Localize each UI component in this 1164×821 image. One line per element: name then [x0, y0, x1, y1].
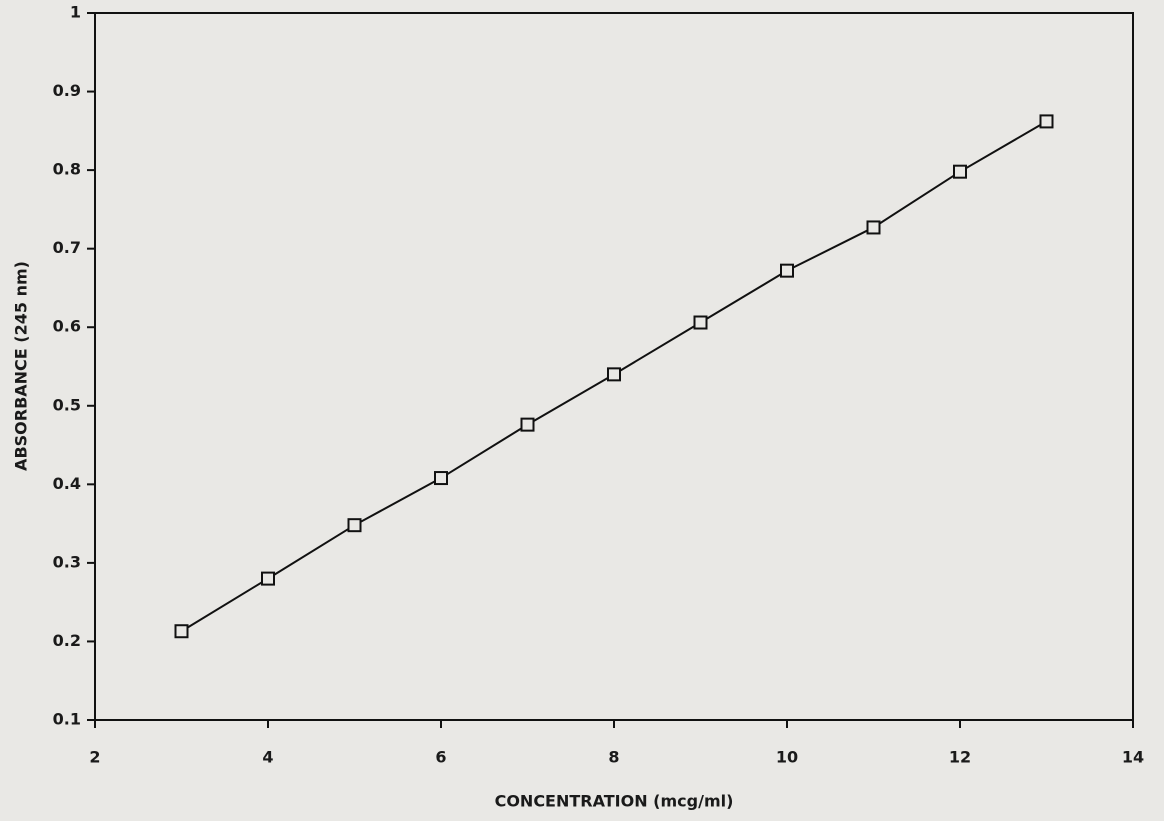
data-marker [693, 315, 708, 330]
data-marker [347, 518, 362, 533]
data-marker [520, 417, 535, 432]
x-tick-label: 10 [776, 748, 798, 767]
y-tick-label: 0.3 [53, 552, 81, 571]
data-marker [261, 571, 275, 586]
data-marker [434, 471, 448, 486]
y-tick-label: 0.8 [53, 160, 81, 179]
x-tick-label: 14 [1122, 748, 1144, 767]
x-tick-label: 6 [435, 748, 446, 767]
x-tick-label: 2 [89, 748, 100, 767]
data-marker [780, 263, 794, 278]
y-tick-label: 0.7 [53, 238, 81, 257]
x-axis-label: CONCENTRATION (mcg/ml) [495, 792, 734, 811]
y-tick-label: 0.5 [53, 395, 81, 414]
y-tick-label: 1 [70, 3, 81, 22]
y-tick-label: 0.6 [53, 317, 81, 336]
y-tick-label: 0.9 [53, 81, 81, 100]
data-marker [953, 164, 967, 179]
data-marker [607, 367, 621, 382]
data-marker [866, 220, 881, 235]
y-tick-label: 0.2 [53, 631, 81, 650]
data-marker [1039, 114, 1054, 129]
x-tick-label: 4 [262, 748, 273, 767]
y-tick-label: 0.1 [53, 710, 81, 729]
y-tick-label: 0.4 [53, 474, 81, 493]
x-tick-label: 8 [608, 748, 619, 767]
x-tick-label: 12 [949, 748, 971, 767]
data-marker [174, 624, 189, 639]
y-axis-label: ABSORBANCE (245 nm) [12, 261, 31, 471]
